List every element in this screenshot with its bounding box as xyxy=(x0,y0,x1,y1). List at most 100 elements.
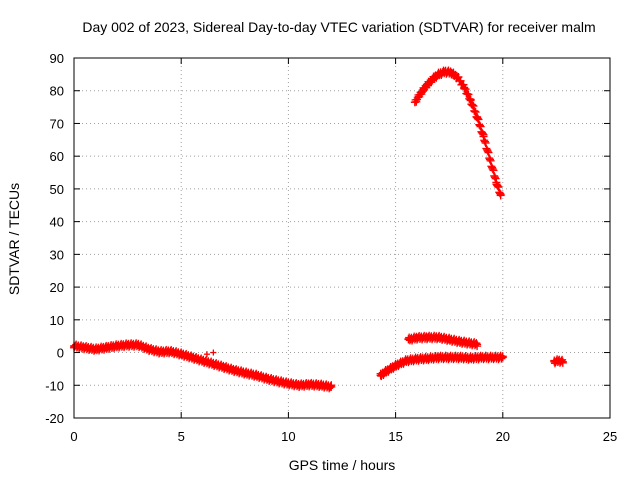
data-point xyxy=(496,191,505,200)
data-point xyxy=(494,183,503,192)
grid xyxy=(74,58,610,418)
data-point xyxy=(252,371,261,380)
data-point xyxy=(404,335,413,344)
x-tick-label: 0 xyxy=(70,429,77,444)
data-point xyxy=(453,73,462,82)
data-point xyxy=(480,137,489,146)
y-tick-label: 10 xyxy=(50,313,64,328)
data-point xyxy=(466,96,475,105)
x-tick-label: 5 xyxy=(178,429,185,444)
data-point xyxy=(445,353,454,362)
data-point xyxy=(475,121,484,130)
outlier-point xyxy=(210,349,217,356)
plot-frame xyxy=(73,57,611,419)
data-point xyxy=(455,337,464,346)
series-SDTVAR-late xyxy=(550,355,567,368)
x-tick-label: 20 xyxy=(496,429,510,444)
data-point xyxy=(155,347,164,356)
data-point xyxy=(490,173,499,182)
data-point xyxy=(489,166,498,175)
data-point xyxy=(460,83,469,92)
data-point xyxy=(112,342,121,350)
axis-ticks xyxy=(73,57,611,419)
data-point xyxy=(391,361,400,370)
y-tick-label: 60 xyxy=(50,149,64,164)
x-tick-labels: 0 5 10 15 20 25 xyxy=(70,429,617,444)
chart-title: Day 002 of 2023, Sidereal Day-to-day VTE… xyxy=(82,19,595,35)
data-point xyxy=(464,90,473,99)
data-point xyxy=(473,114,482,123)
data-point xyxy=(550,357,559,366)
data-point xyxy=(461,85,470,94)
data-point xyxy=(410,98,419,107)
data-point xyxy=(477,353,486,362)
data-point xyxy=(485,155,494,164)
data-point xyxy=(295,381,304,390)
y-tick-label: 40 xyxy=(50,215,64,230)
outlier-points xyxy=(203,349,217,358)
data-point xyxy=(469,102,478,111)
data-point xyxy=(262,374,271,383)
data-point xyxy=(492,178,501,187)
y-tick-label: 80 xyxy=(50,84,64,99)
y-tick-label: 90 xyxy=(50,51,64,66)
data-point xyxy=(102,343,111,352)
data-point xyxy=(488,165,497,174)
y-tick-label: -10 xyxy=(45,378,64,393)
data-point xyxy=(455,353,464,362)
data-point xyxy=(145,345,154,354)
data-point xyxy=(475,120,484,129)
data-point xyxy=(473,112,482,121)
data-point xyxy=(447,68,456,77)
data-point xyxy=(471,108,480,117)
data-point xyxy=(481,139,490,148)
data-point xyxy=(479,132,488,141)
data-point xyxy=(558,357,567,366)
y-tick-label: 30 xyxy=(50,247,64,262)
series-SDTVAR-low xyxy=(70,339,336,393)
data-point xyxy=(478,128,487,137)
data-point xyxy=(476,122,485,131)
data-point xyxy=(430,73,439,82)
data-point xyxy=(484,148,493,157)
data-point xyxy=(423,333,432,342)
y-tick-label: 0 xyxy=(57,346,64,361)
data-point xyxy=(326,382,335,391)
data-point xyxy=(241,369,250,378)
y-tick-label: -20 xyxy=(45,411,64,426)
data-point xyxy=(466,354,475,363)
data-point xyxy=(316,381,325,390)
series-SDTVAR-high xyxy=(410,66,505,200)
data-point xyxy=(423,80,432,89)
data-point xyxy=(134,341,143,350)
data-point xyxy=(445,335,454,344)
data-point xyxy=(198,356,207,365)
series-SDTVAR-evening xyxy=(376,351,507,381)
data-point xyxy=(80,343,89,352)
x-axis-label: GPS time / hours xyxy=(289,457,396,473)
y-tick-label: 70 xyxy=(50,116,64,131)
data-point xyxy=(483,147,492,156)
data-point xyxy=(187,353,196,362)
data-point xyxy=(486,156,495,165)
data-point xyxy=(230,366,239,375)
data-point xyxy=(376,371,385,380)
data-point xyxy=(166,347,175,356)
data-point xyxy=(434,353,443,362)
data-point xyxy=(488,353,497,362)
data-point xyxy=(177,350,186,359)
x-tick-label: 15 xyxy=(388,429,402,444)
data-point xyxy=(466,339,475,348)
data-point xyxy=(273,377,282,386)
data-point xyxy=(380,368,389,377)
y-tick-labels: -20 -10 0 10 20 30 40 50 60 70 80 90 xyxy=(45,51,64,426)
data-point xyxy=(209,360,218,368)
data-point xyxy=(491,174,500,183)
data-point xyxy=(327,382,336,391)
data-point xyxy=(402,356,411,365)
data-point xyxy=(284,379,293,388)
series-SDTVAR-mid xyxy=(404,331,482,351)
data-point xyxy=(498,353,507,362)
data-point xyxy=(554,356,563,365)
